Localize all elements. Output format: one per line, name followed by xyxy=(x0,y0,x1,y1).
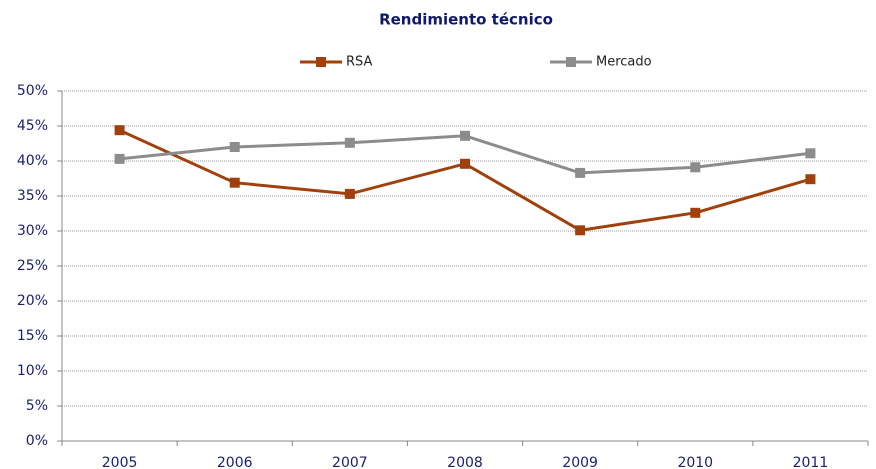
y-tick-label: 5% xyxy=(26,398,48,414)
marker xyxy=(575,167,586,178)
marker xyxy=(805,148,816,159)
y-tick-label: 50% xyxy=(17,83,48,99)
x-tick-label: 2005 xyxy=(102,455,138,469)
x-tick-label: 2008 xyxy=(447,455,483,469)
y-tick-label: 10% xyxy=(17,363,48,379)
marker xyxy=(460,130,470,141)
chart-title: Rendimiento técnico xyxy=(379,11,553,29)
series-line xyxy=(118,128,811,232)
y-tick-label: 35% xyxy=(17,188,48,204)
marker xyxy=(114,125,125,136)
marker xyxy=(344,137,355,148)
legend-label: RSA xyxy=(346,55,373,70)
legend-marker xyxy=(316,57,326,67)
marker xyxy=(460,158,470,169)
marker xyxy=(575,225,586,236)
legend-marker xyxy=(566,57,576,67)
y-tick-label: 40% xyxy=(17,153,48,169)
marker xyxy=(344,188,355,199)
legend-label: Mercado xyxy=(596,55,652,70)
x-tick-label: 2009 xyxy=(562,455,598,469)
y-tick-label: 20% xyxy=(17,293,48,309)
marker xyxy=(690,207,701,218)
y-tick-label: 45% xyxy=(17,118,48,134)
y-tick-label: 30% xyxy=(17,223,48,239)
marker xyxy=(229,142,240,152)
marker xyxy=(229,177,240,188)
x-tick-label: 2011 xyxy=(793,455,829,469)
marker xyxy=(114,153,125,164)
x-tick-label: 2010 xyxy=(677,455,713,469)
x-tick-label: 2007 xyxy=(332,455,368,469)
y-tick-label: 25% xyxy=(17,258,48,274)
marker xyxy=(690,162,701,173)
y-tick-label: 15% xyxy=(17,328,48,344)
y-tick-label: 0% xyxy=(26,433,48,449)
x-tick-label: 2006 xyxy=(217,455,253,469)
marker xyxy=(805,174,816,185)
